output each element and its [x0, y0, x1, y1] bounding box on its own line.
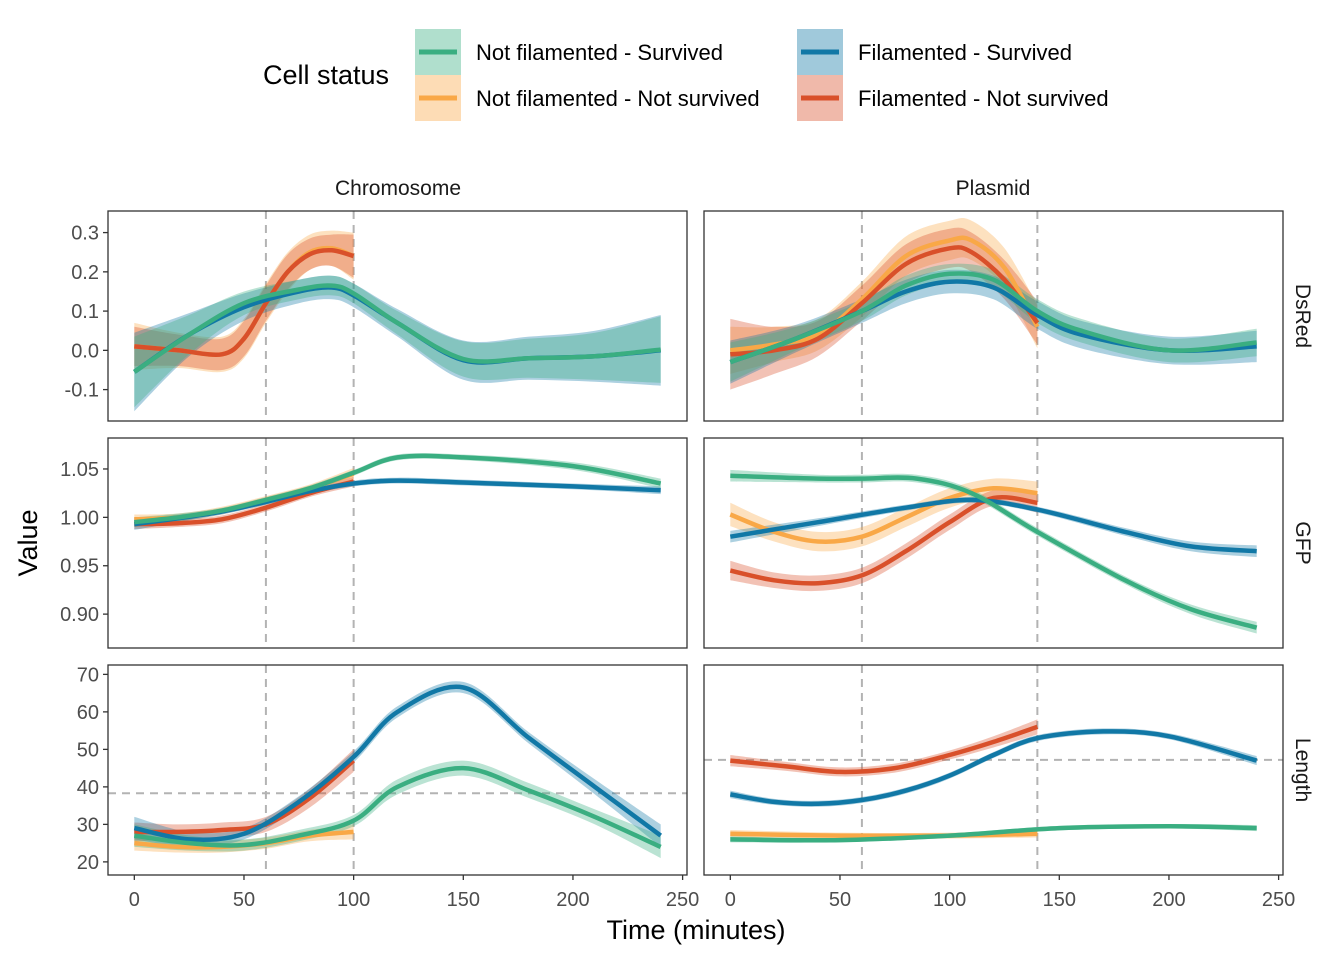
series-line-f_ns — [134, 758, 356, 835]
panel-background — [108, 438, 687, 648]
series-line-nf_s — [133, 283, 661, 374]
panel-border — [107, 437, 688, 649]
series-line-nf_s — [730, 473, 1258, 630]
ribbon-nf_s — [134, 452, 661, 527]
row-strip-length: Length — [1291, 738, 1314, 802]
panel-border — [107, 210, 688, 422]
panel-background — [108, 211, 687, 421]
series-line-nf_s — [730, 824, 1257, 843]
y-tick-label: 0.90 — [60, 604, 99, 626]
legend-key-f-s — [797, 29, 843, 75]
series-line-nf_s — [134, 453, 662, 525]
column-strip-chromosome: Chromosome — [335, 177, 461, 200]
series-line-nf_ns — [729, 485, 1038, 544]
y-tick-label: 1.05 — [60, 459, 99, 481]
panel-border — [703, 210, 1284, 422]
x-axis-title: Time (minutes) — [606, 915, 785, 945]
x-tick-label: 0 — [129, 889, 140, 911]
x-tick-label: 250 — [666, 889, 699, 911]
legend-label-f-ns: Filamented - Not survived — [858, 86, 1109, 111]
series-line-f_ns — [730, 245, 1040, 357]
y-tick-label: 0.1 — [71, 301, 99, 323]
legend-label-nf-ns: Not filamented - Not survived — [476, 86, 760, 111]
y-tick-label: 0.3 — [71, 223, 99, 245]
ribbon-nf_s — [134, 275, 661, 408]
column-strip-plasmid: Plasmid — [956, 177, 1031, 200]
y-tick-label: 60 — [77, 702, 99, 724]
y-tick-label: 0.0 — [71, 340, 99, 362]
x-tick-label: 100 — [337, 889, 370, 911]
y-tick-label: 0.95 — [60, 556, 99, 578]
panel-border — [703, 664, 1284, 876]
x-tick-label: 200 — [556, 889, 589, 911]
panel-chromosome-length: 20 30 40 50 60 70 0 50 100 150 200 250 — [77, 664, 699, 911]
y-tick-label: -0.1 — [65, 380, 99, 402]
y-tick-label: 30 — [77, 814, 99, 836]
series-line-nf_s — [133, 765, 662, 849]
y-tick-label: 70 — [77, 664, 99, 686]
ribbon-f_s — [134, 275, 661, 412]
ribbon-f_s — [730, 496, 1257, 557]
ribbon-nf_s — [134, 760, 661, 859]
series-line-nf_ns — [730, 831, 1038, 839]
panel-background — [704, 211, 1283, 421]
x-tick-label: 50 — [233, 889, 255, 911]
series-line-f_s — [729, 729, 1258, 807]
x-tick-label: 200 — [1152, 889, 1185, 911]
x-tick-label: 0 — [725, 889, 736, 911]
panel-background — [704, 438, 1283, 648]
legend-label-f-s: Filamented - Survived — [858, 40, 1072, 65]
ribbon-nf_s — [730, 263, 1257, 382]
panel-plasmid-gfp — [703, 437, 1284, 649]
y-tick-label: 20 — [77, 852, 99, 874]
ribbon-f_ns — [730, 227, 1038, 390]
y-tick-label: 50 — [77, 739, 99, 761]
panel-chromosome-dsred: -0.1 0.0 0.1 0.2 0.3 — [65, 210, 688, 422]
panels: -0.1 0.0 0.1 0.2 0.3 0.90 0.95 1.00 1.05 20 30 40 50… — [60, 210, 1295, 911]
y-axis-title: Value — [13, 509, 43, 576]
legend-title: Cell status — [263, 60, 389, 90]
y-tick-label: 1.00 — [60, 507, 99, 529]
row-strip-gfp: GFP — [1291, 521, 1314, 564]
legend-key-nf-s — [415, 29, 461, 75]
legend-key-nf-ns — [415, 75, 461, 121]
panel-border — [703, 437, 1284, 649]
series-line-f_ns — [730, 724, 1039, 775]
legend-key-f-ns — [797, 75, 843, 121]
series-line-f_ns — [134, 247, 355, 357]
x-tick-label: 250 — [1262, 889, 1295, 911]
x-tick-label: 100 — [933, 889, 966, 911]
x-tick-label: 50 — [829, 889, 851, 911]
panel-chromosome-gfp: 0.90 0.95 1.00 1.05 — [60, 437, 688, 649]
series-line-f_s — [729, 497, 1257, 554]
panel-border — [107, 664, 688, 876]
row-strip-dsred: DsRed — [1291, 284, 1314, 348]
panel-plasmid-length: 0 50 100 150 200 250 — [703, 664, 1295, 911]
y-tick-label: 0.2 — [71, 262, 99, 284]
series-line-f_s — [133, 684, 663, 843]
x-tick-label: 150 — [447, 889, 480, 911]
x-tick-label: 150 — [1043, 889, 1076, 911]
series-line-nf_s — [729, 271, 1257, 365]
y-tick-label: 40 — [77, 777, 99, 799]
panel-plasmid-dsred — [703, 210, 1284, 422]
legend-label-nf-s: Not filamented - Survived — [476, 40, 723, 65]
legend: Cell status Not filamented - Survived No… — [263, 29, 1109, 121]
ribbon-f_s — [730, 269, 1257, 384]
